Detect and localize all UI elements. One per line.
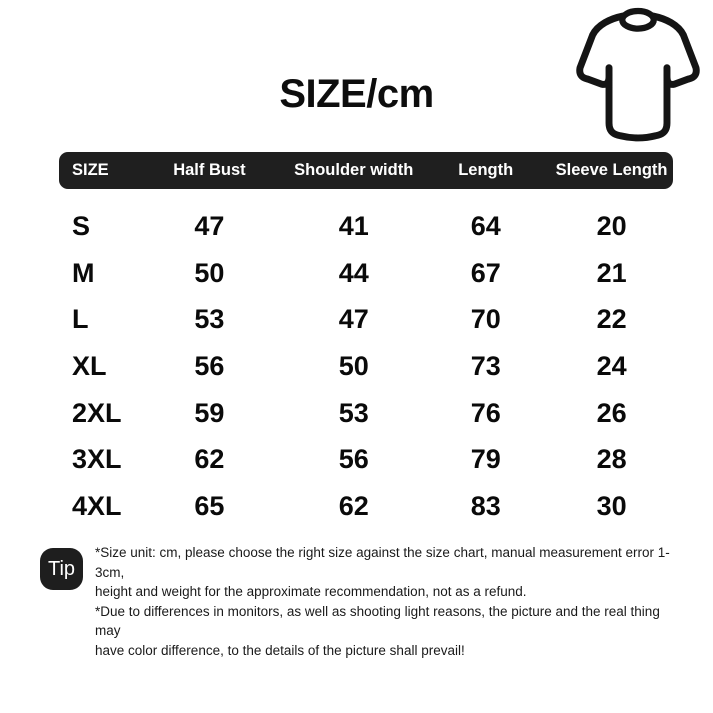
tip-note-line: have color difference, to the details of…: [95, 642, 465, 658]
length-cell: 67: [470, 257, 501, 288]
table-row: S 47 41 64 20: [59, 203, 673, 250]
tip-note-line: *Due to differences in monitors, as well…: [95, 603, 660, 639]
half-bust-cell: 47: [194, 210, 225, 241]
size-cell: S: [72, 210, 91, 241]
size-cell: 4XL: [72, 490, 122, 521]
length-cell: 76: [470, 397, 501, 428]
tip-note-line: height and weight for the approximate re…: [95, 584, 527, 599]
header-sleeve-length: Sleeve Length: [555, 161, 668, 179]
table-row: M 50 44 67 21: [59, 250, 673, 297]
header-shoulder-width: Shoulder width: [294, 161, 414, 179]
length-cell: 83: [470, 490, 501, 521]
tip-notes: *Size unit: cm, please choose the right …: [95, 543, 680, 660]
sleeve-length-cell: 24: [596, 350, 627, 381]
size-cell: L: [72, 304, 89, 335]
length-cell: 73: [470, 350, 501, 381]
length-cell: 64: [470, 210, 501, 241]
half-bust-cell: 56: [194, 350, 225, 381]
sleeve-length-cell: 28: [596, 444, 627, 475]
sleeve-length-cell: 30: [596, 490, 627, 521]
header-length: Length: [458, 161, 514, 179]
half-bust-cell: 62: [194, 444, 225, 475]
table-row: L 53 47 70 22: [59, 296, 673, 343]
table-row: XL 56 50 73 24: [59, 343, 673, 390]
table-body: S 47 41 64 20 M 50 44 67 21 L 53 47 70 2…: [59, 203, 673, 530]
page-title: SIZE/cm: [279, 72, 434, 116]
size-cell: 2XL: [72, 397, 122, 428]
size-table: SIZE Half Bust Shoulder width Length Sle…: [59, 152, 673, 530]
header-size: SIZE: [72, 161, 109, 179]
half-bust-cell: 59: [194, 397, 225, 428]
size-cell: XL: [72, 350, 107, 381]
tshirt-icon: [576, 7, 700, 142]
shoulder-width-cell: 62: [338, 490, 369, 521]
tip-note-line: *Size unit: cm, please choose the right …: [95, 545, 670, 580]
length-cell: 79: [470, 444, 501, 475]
half-bust-cell: 65: [194, 490, 225, 521]
size-cell: 3XL: [72, 444, 122, 475]
table-row: 4XL 65 62 83 30: [59, 483, 673, 530]
table-row: 3XL 62 56 79 28: [59, 436, 673, 483]
header-half-bust: Half Bust: [173, 161, 246, 179]
shoulder-width-cell: 56: [338, 444, 369, 475]
sleeve-length-cell: 20: [596, 210, 627, 241]
sleeve-length-cell: 21: [596, 257, 627, 288]
table-header-row: SIZE Half Bust Shoulder width Length Sle…: [59, 152, 673, 189]
sleeve-length-cell: 26: [596, 397, 627, 428]
half-bust-cell: 53: [194, 304, 225, 335]
shoulder-width-cell: 53: [338, 397, 369, 428]
table-row: 2XL 59 53 76 26: [59, 390, 673, 437]
shoulder-width-cell: 47: [338, 304, 369, 335]
half-bust-cell: 50: [194, 257, 225, 288]
size-cell: M: [72, 257, 95, 288]
sleeve-length-cell: 22: [596, 304, 627, 335]
tip-badge: Tip: [40, 548, 83, 590]
length-cell: 70: [470, 304, 501, 335]
shoulder-width-cell: 41: [338, 210, 369, 241]
shoulder-width-cell: 50: [338, 350, 369, 381]
shoulder-width-cell: 44: [338, 257, 369, 288]
